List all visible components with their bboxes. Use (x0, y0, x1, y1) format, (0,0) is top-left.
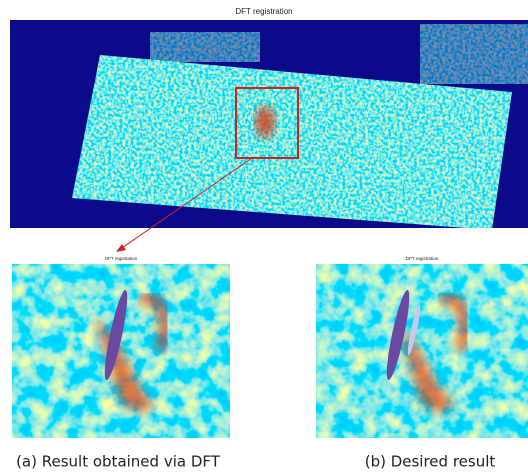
registration-image (10, 20, 528, 252)
panel-title: DFT registration (105, 256, 138, 261)
caption: (b) Desired result (365, 453, 496, 471)
caption: (a) Result obtained via DFT (16, 453, 221, 471)
figure: DFT registration DFT registration (a) Re… (0, 0, 528, 475)
top-title: DFT registration (235, 7, 292, 16)
zoom-image (316, 264, 528, 438)
zoom-image (12, 264, 230, 438)
panel-title: DFT registration (406, 256, 439, 261)
